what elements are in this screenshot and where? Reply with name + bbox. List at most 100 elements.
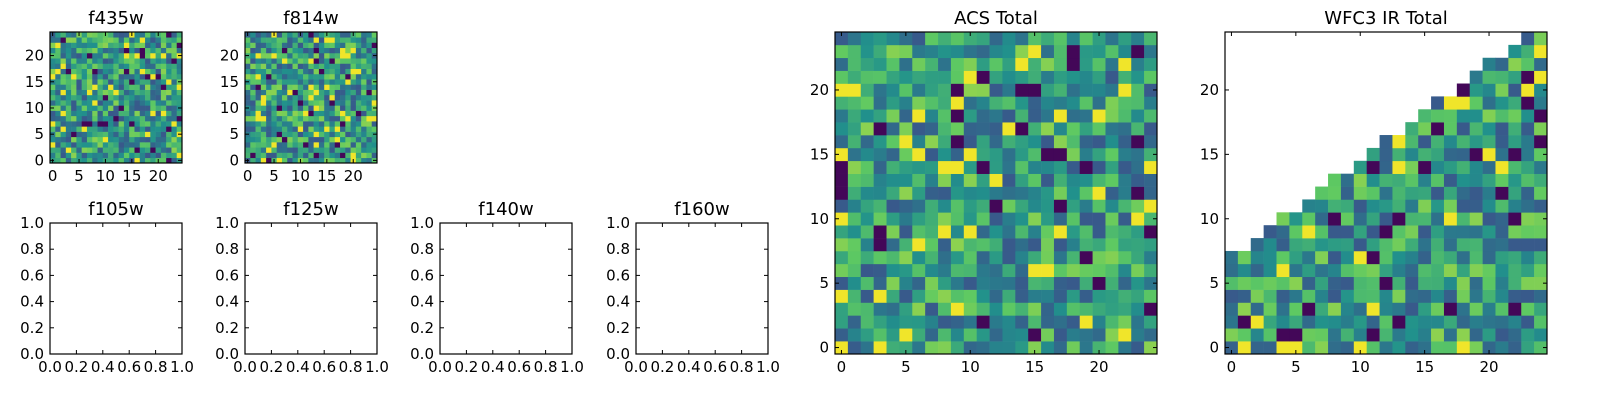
heatmap-cell [276, 131, 283, 138]
heatmap-cell [1534, 289, 1548, 303]
heatmap-cell [361, 157, 367, 164]
heatmap-cell [281, 152, 288, 159]
heatmap-cell [1079, 173, 1093, 187]
heatmap-cell [155, 121, 162, 127]
heatmap-cell [1508, 44, 1522, 59]
heatmap-cell [287, 110, 293, 117]
heatmap-cell [329, 126, 336, 132]
heatmap-cell [1431, 225, 1445, 239]
heatmap-cell [355, 52, 362, 59]
heatmap-cell [102, 63, 109, 69]
heatmap-cell [260, 63, 267, 69]
heatmap-cell [835, 147, 849, 162]
heatmap-cell [155, 79, 162, 85]
heatmap-cell [55, 84, 61, 90]
heatmap-cell [366, 79, 373, 85]
heatmap-cell [899, 250, 913, 265]
heatmap-cell [1028, 212, 1042, 226]
heatmap-cell [245, 121, 251, 127]
heatmap-cell [139, 115, 146, 122]
heatmap-cell [1302, 289, 1316, 303]
heatmap-cell [176, 142, 183, 148]
heatmap-cell [1495, 160, 1509, 174]
heatmap-cell [1079, 328, 1093, 342]
heatmap-cell [899, 302, 913, 316]
heatmap-cell [1118, 70, 1132, 84]
heatmap-cell [250, 52, 256, 59]
heatmap-cell [123, 32, 130, 38]
heatmap-cell [97, 63, 104, 69]
heatmap-cell [329, 63, 336, 69]
heatmap-cell [886, 147, 900, 162]
heatmap-cell [340, 52, 346, 59]
heatmap-cell [912, 238, 926, 252]
heatmap-cell [113, 136, 119, 143]
heatmap-cell [150, 94, 156, 101]
heatmap-cell [60, 142, 67, 148]
heatmap-cell [1144, 96, 1158, 110]
heatmap-cell [292, 37, 299, 43]
heatmap-cell [938, 341, 952, 355]
heatmap-cell [350, 58, 357, 64]
subplot-title: ACS Total [954, 8, 1038, 29]
heatmap-cell [324, 115, 330, 122]
heatmap-cell [245, 68, 251, 75]
heatmap-cell [176, 63, 183, 69]
heatmap-cell [912, 147, 926, 162]
y-tick-label: 20 [220, 47, 239, 65]
heatmap-cell [1508, 302, 1522, 316]
heatmap-cell [266, 157, 272, 164]
heatmap-cell [345, 63, 351, 69]
heatmap-cell [313, 131, 320, 138]
heatmap-cell [118, 37, 125, 43]
heatmap-cell [297, 142, 304, 148]
heatmap-cell [1263, 289, 1277, 303]
heatmap-cell [1379, 250, 1393, 265]
heatmap-cell [1508, 135, 1522, 149]
heatmap-cell [308, 89, 314, 96]
heatmap-cell [345, 84, 351, 90]
heatmap-cell [925, 238, 939, 252]
heatmap-cell [912, 341, 926, 355]
heatmap-cell [1053, 341, 1068, 355]
heatmap-cell [1002, 276, 1016, 290]
heatmap-cell [950, 147, 965, 162]
heatmap-cell [1534, 238, 1548, 252]
heatmap-cell [835, 263, 849, 278]
heatmap-cell [1105, 147, 1119, 162]
heatmap-cell [155, 89, 162, 96]
heatmap-cell [976, 173, 990, 187]
heatmap-cell [1131, 199, 1145, 213]
heatmap-cell [1534, 315, 1548, 329]
heatmap-cell [1041, 341, 1055, 355]
subplot-title: WFC3 IR Total [1324, 8, 1447, 29]
heatmap-cell [340, 136, 346, 143]
heatmap-cell [108, 52, 114, 59]
heatmap-cell [1118, 315, 1132, 329]
heatmap-cell [340, 63, 346, 69]
heatmap-cell [963, 302, 977, 316]
heatmap-cell [129, 105, 135, 111]
heatmap-cell [1521, 225, 1535, 239]
heatmap-cell [1131, 83, 1145, 97]
heatmap-cell [287, 121, 293, 127]
heatmap-cell [847, 147, 862, 162]
heatmap-cell [92, 58, 98, 64]
heatmap-cell [1079, 160, 1093, 174]
heatmap-cell [1079, 263, 1093, 278]
heatmap-cell [1482, 147, 1496, 162]
heatmap-cell [1105, 212, 1119, 226]
heatmap-cell [1353, 276, 1367, 290]
heatmap-cell [318, 73, 325, 80]
heatmap-cell [366, 110, 373, 117]
heatmap-cell [266, 63, 272, 69]
heatmap-cell [873, 147, 887, 162]
heatmap-cell [1144, 57, 1158, 71]
heatmap-cell [92, 47, 98, 54]
heatmap-cell [250, 79, 256, 85]
heatmap-cell [60, 84, 67, 90]
heatmap-cell [255, 105, 262, 111]
heatmap-cell [886, 315, 900, 329]
heatmap-cell [1092, 238, 1106, 252]
heatmap-cell [1079, 341, 1093, 355]
